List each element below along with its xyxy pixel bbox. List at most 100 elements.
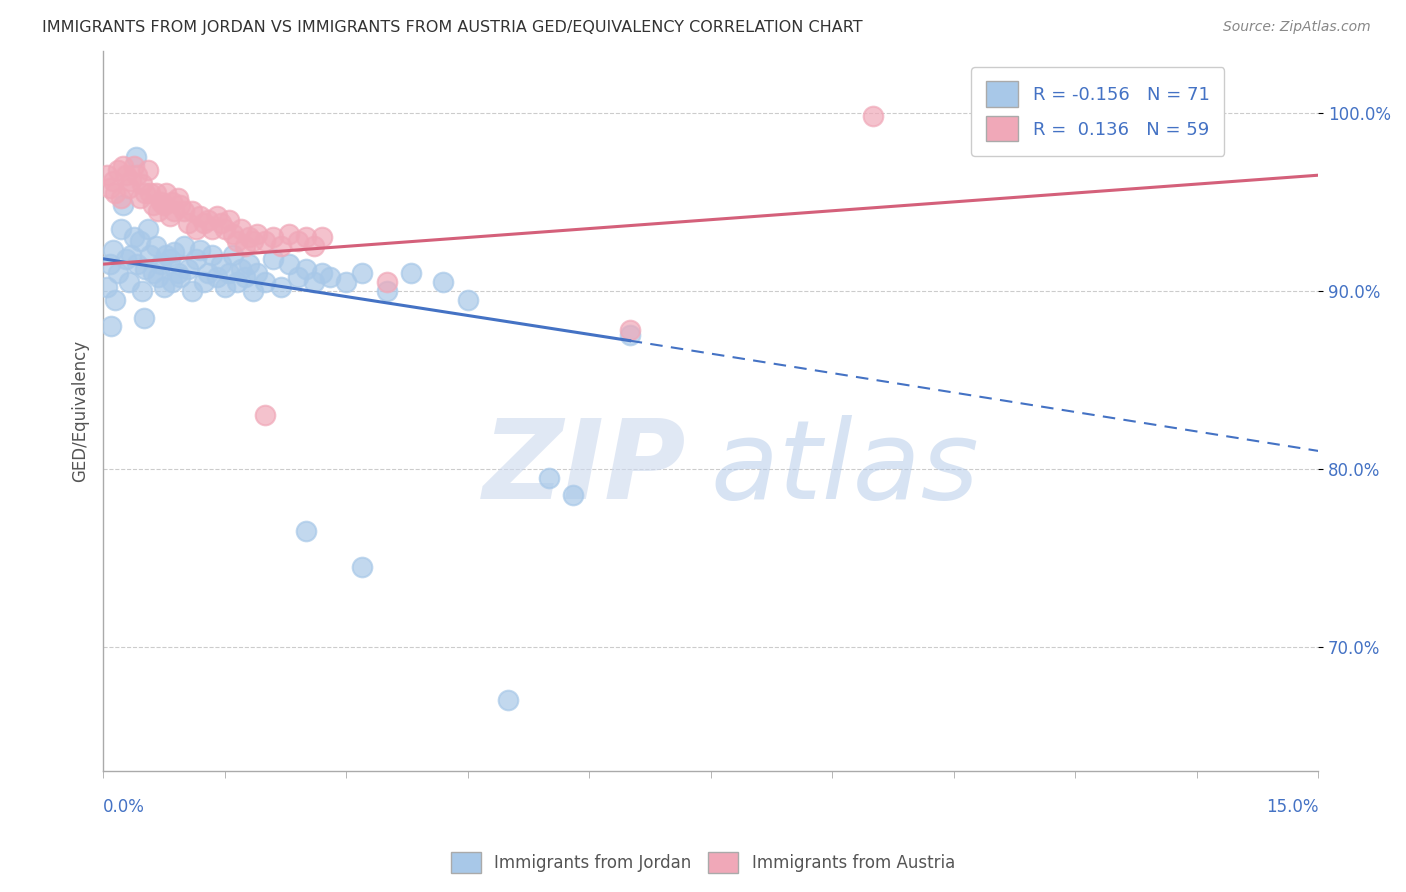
Point — [145, 239, 167, 253]
Point — [287, 269, 309, 284]
Point — [186, 221, 208, 235]
Point — [114, 168, 136, 182]
Point — [188, 243, 211, 257]
Point — [186, 252, 208, 266]
Point — [246, 227, 269, 241]
Point — [201, 221, 224, 235]
Text: IMMIGRANTS FROM JORDAN VS IMMIGRANTS FROM AUSTRIA GED/EQUIVALENCY CORRELATION CH: IMMIGRANTS FROM JORDAN VS IMMIGRANTS FRO… — [42, 20, 863, 35]
Point — [98, 257, 121, 271]
Point — [121, 173, 143, 187]
Point — [197, 266, 219, 280]
Point — [254, 409, 277, 423]
Point — [242, 284, 264, 298]
Point — [118, 275, 141, 289]
Point — [112, 159, 135, 173]
Point — [294, 262, 316, 277]
Point — [136, 162, 159, 177]
Point — [118, 180, 141, 194]
Point — [229, 262, 252, 277]
Point — [233, 269, 256, 284]
Point — [96, 168, 118, 182]
Point — [270, 280, 292, 294]
Point — [238, 230, 260, 244]
Point — [619, 323, 641, 337]
Point — [134, 262, 156, 277]
Point — [131, 177, 153, 191]
Point — [496, 693, 519, 707]
Point — [457, 293, 479, 307]
Legend: Immigrants from Jordan, Immigrants from Austria: Immigrants from Jordan, Immigrants from … — [444, 846, 962, 880]
Point — [225, 234, 247, 248]
Point — [148, 203, 170, 218]
Point — [139, 248, 162, 262]
Point — [107, 162, 129, 177]
Point — [131, 284, 153, 298]
Point — [128, 234, 150, 248]
Point — [166, 266, 188, 280]
Point — [128, 191, 150, 205]
Point — [114, 252, 136, 266]
Text: atlas: atlas — [710, 415, 980, 522]
Point — [150, 257, 173, 271]
Point — [142, 198, 165, 212]
Text: 15.0%: 15.0% — [1265, 797, 1319, 816]
Point — [166, 191, 188, 205]
Point — [160, 194, 183, 209]
Point — [100, 319, 122, 334]
Point — [159, 252, 181, 266]
Point — [153, 198, 176, 212]
Point — [218, 212, 240, 227]
Point — [101, 243, 124, 257]
Point — [294, 524, 316, 538]
Point — [537, 470, 560, 484]
Point — [142, 266, 165, 280]
Point — [287, 234, 309, 248]
Legend: R = -0.156   N = 71, R =  0.136   N = 59: R = -0.156 N = 71, R = 0.136 N = 59 — [972, 67, 1225, 156]
Point — [127, 168, 149, 182]
Point — [177, 216, 200, 230]
Point — [104, 186, 127, 200]
Text: 0.0%: 0.0% — [103, 797, 145, 816]
Point — [134, 186, 156, 200]
Point — [201, 248, 224, 262]
Point — [112, 198, 135, 212]
Point — [169, 269, 191, 284]
Point — [246, 266, 269, 280]
Point — [242, 234, 264, 248]
Point — [375, 275, 398, 289]
Point — [193, 275, 215, 289]
Point — [110, 221, 132, 235]
Point — [278, 227, 301, 241]
Point — [214, 221, 236, 235]
Point — [124, 150, 146, 164]
Point — [311, 266, 333, 280]
Point — [107, 266, 129, 280]
Point — [294, 230, 316, 244]
Point — [209, 216, 232, 230]
Point — [238, 257, 260, 271]
Point — [352, 559, 374, 574]
Point — [110, 191, 132, 205]
Point — [233, 239, 256, 253]
Point — [139, 186, 162, 200]
Point — [163, 203, 186, 218]
Point — [225, 275, 247, 289]
Point — [148, 269, 170, 284]
Point — [136, 221, 159, 235]
Point — [222, 227, 245, 241]
Point — [127, 257, 149, 271]
Point — [254, 275, 277, 289]
Point — [432, 275, 454, 289]
Point — [96, 280, 118, 294]
Point — [160, 275, 183, 289]
Point — [177, 262, 200, 277]
Point — [319, 269, 342, 284]
Point — [173, 239, 195, 253]
Point — [278, 257, 301, 271]
Point — [205, 209, 228, 223]
Text: Source: ZipAtlas.com: Source: ZipAtlas.com — [1223, 20, 1371, 34]
Y-axis label: GED/Equivalency: GED/Equivalency — [72, 340, 89, 482]
Text: ZIP: ZIP — [482, 415, 686, 522]
Point — [122, 159, 145, 173]
Point — [159, 209, 181, 223]
